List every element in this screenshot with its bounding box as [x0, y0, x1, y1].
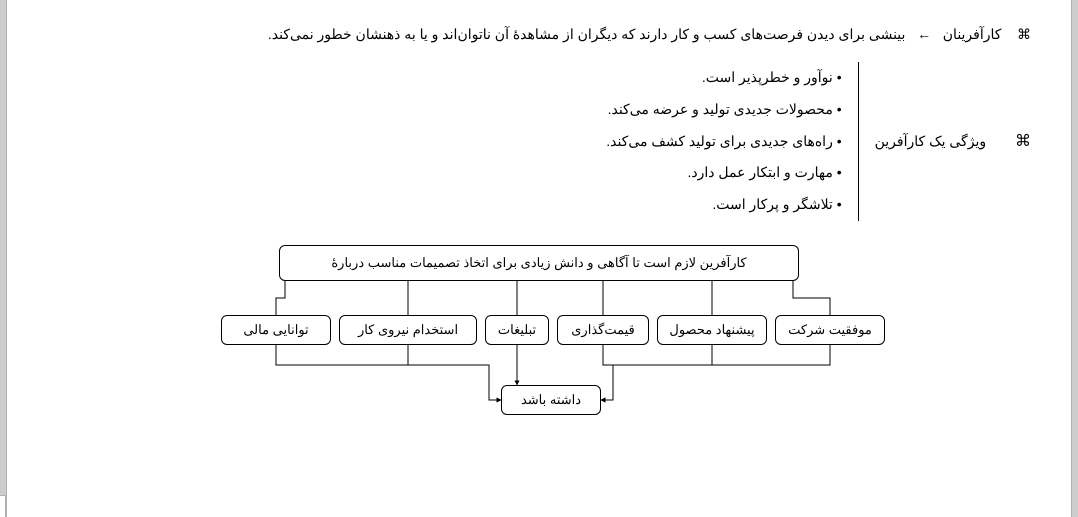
features-list: نوآور و خطرپذیر است. محصولات جدیدی تولید… [606, 62, 847, 221]
page-surface: ⌘ کارآفرینان ← بینشی برای دیدن فرصت‌های … [6, 0, 1072, 517]
bottom-node: داشته باشد [501, 385, 601, 415]
mid-node-4: استخدام نیروی کار [339, 315, 477, 345]
vertical-divider [858, 62, 859, 221]
mid-node-5: توانایی مالی [221, 315, 331, 345]
top-node: کارآفرین لازم است تا آگاهی و دانش زیادی … [279, 245, 799, 281]
feature-item: تلاشگر و پرکار است. [606, 193, 841, 217]
intro-rest: بینشی برای دیدن فرصت‌های کسب و کار دارند… [268, 26, 906, 42]
feature-item: مهارت و ابتکار عمل دارد. [606, 161, 841, 185]
document-content: ⌘ کارآفرینان ← بینشی برای دیدن فرصت‌های … [7, 0, 1071, 435]
intro-label: کارآفرینان [943, 26, 1002, 42]
flow-diagram: کارآفرین لازم است تا آگاهی و دانش زیادی … [179, 245, 899, 435]
page-notch [0, 495, 6, 517]
cmd-icon: ⌘ [1015, 131, 1031, 151]
arrow-icon: ← [917, 26, 931, 42]
features-block: ⌘ ویژگی یک کارآفرین نوآور و خطرپذیر است.… [47, 62, 1031, 221]
feature-item: راه‌های جدیدی برای تولید کشف می‌کند. [606, 130, 841, 154]
feature-item: محصولات جدیدی تولید و عرضه می‌کند. [606, 98, 841, 122]
intro-line: ⌘ کارآفرینان ← بینشی برای دیدن فرصت‌های … [47, 20, 1031, 48]
features-title: ویژگی یک کارآفرین [869, 133, 986, 150]
mid-node-3: تبلیغات [485, 315, 549, 345]
mid-node-2: قیمت‌گذاری [557, 315, 649, 345]
mid-node-0: موفقیت شرکت [775, 315, 885, 345]
cmd-icon: ⌘ [1017, 26, 1031, 42]
feature-item: نوآور و خطرپذیر است. [606, 66, 841, 90]
mid-node-1: پیشنهاد محصول [657, 315, 767, 345]
